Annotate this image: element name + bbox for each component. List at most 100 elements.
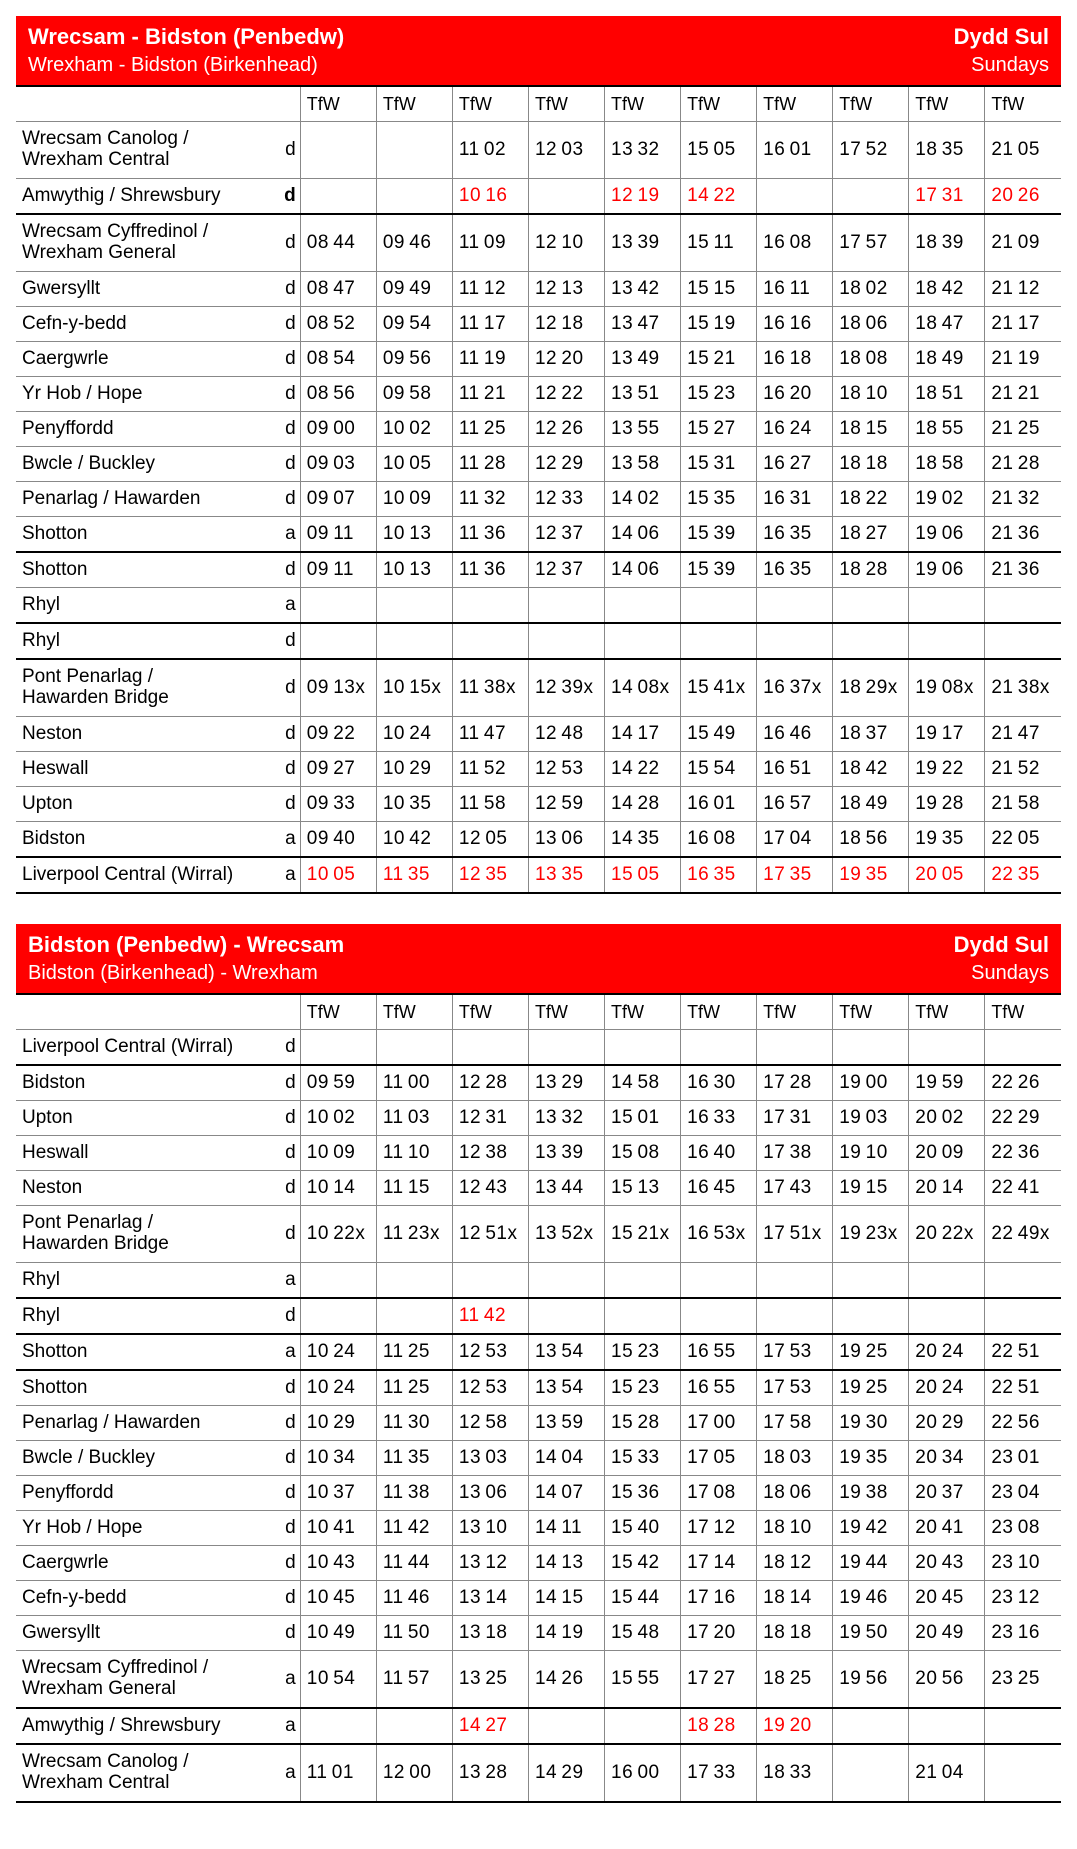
station-name: Penyffordd: [16, 412, 276, 447]
time-cell: 18 39: [909, 214, 985, 272]
time-cell: [757, 1263, 833, 1299]
time-cell: [909, 588, 985, 624]
time-cell: 13 51: [605, 377, 681, 412]
time-cell: 13 32: [605, 122, 681, 179]
time-cell: 19 22: [909, 752, 985, 787]
arrive-depart-indicator: d: [276, 482, 300, 517]
time-cell: [605, 1298, 681, 1334]
time-cell: 18 51: [909, 377, 985, 412]
time-cell: 18 56: [833, 822, 909, 858]
time-cell: [528, 1298, 604, 1334]
time-cell: [452, 623, 528, 659]
time-cell: 09 27: [300, 752, 376, 787]
station-name: Gwersyllt: [16, 1616, 276, 1651]
time-cell: 14 17: [605, 717, 681, 752]
time-cell: 17 35: [757, 857, 833, 893]
time-cell: 18 06: [833, 307, 909, 342]
schedule-table: TfWTfWTfWTfWTfWTfWTfWTfWTfWTfWWrecsam Ca…: [16, 85, 1061, 894]
time-cell: 14 29: [528, 1744, 604, 1802]
time-cell: [528, 623, 604, 659]
time-cell: 14 35: [605, 822, 681, 858]
time-cell: [605, 588, 681, 624]
time-cell: 13 10: [452, 1511, 528, 1546]
time-cell: 17 20: [681, 1616, 757, 1651]
time-cell: 15 41x: [681, 659, 757, 717]
time-cell: 11 42: [452, 1298, 528, 1334]
time-cell: 19 30: [833, 1406, 909, 1441]
time-cell: 18 15: [833, 412, 909, 447]
operator-header: TfW: [452, 994, 528, 1030]
time-cell: 21 19: [985, 342, 1061, 377]
time-cell: 11 38: [376, 1476, 452, 1511]
time-cell: 14 02: [605, 482, 681, 517]
operator-header: TfW: [985, 994, 1061, 1030]
time-cell: 12 03: [528, 122, 604, 179]
operator-header: TfW: [681, 86, 757, 122]
time-cell: 09 49: [376, 272, 452, 307]
arrive-depart-indicator: d: [276, 214, 300, 272]
arrive-depart-indicator: d: [276, 122, 300, 179]
time-cell: 10 05: [300, 857, 376, 893]
arrive-depart-indicator: d: [276, 1370, 300, 1406]
time-cell: 15 19: [681, 307, 757, 342]
time-cell: 13 59: [528, 1406, 604, 1441]
time-cell: 13 28: [452, 1744, 528, 1802]
time-cell: 16 08: [681, 822, 757, 858]
station-name: Shotton: [16, 1370, 276, 1406]
time-cell: 22 51: [985, 1334, 1061, 1370]
arrive-depart-indicator: a: [276, 857, 300, 893]
time-cell: 09 11: [300, 517, 376, 553]
time-cell: 22 56: [985, 1406, 1061, 1441]
time-cell: 20 34: [909, 1441, 985, 1476]
station-name: Wrecsam Canolog /Wrexham Central: [16, 122, 276, 179]
time-cell: 11 30: [376, 1406, 452, 1441]
route-title-en: Wrexham - Bidston (Birkenhead): [28, 54, 318, 77]
time-cell: 15 33: [605, 1441, 681, 1476]
station-name: Wrecsam Canolog /Wrexham Central: [16, 1744, 276, 1802]
time-cell: 14 07: [528, 1476, 604, 1511]
station-name: Rhyl: [16, 1263, 276, 1299]
time-cell: 09 58: [376, 377, 452, 412]
time-cell: 20 29: [909, 1406, 985, 1441]
time-cell: 19 56: [833, 1651, 909, 1709]
time-cell: 10 15x: [376, 659, 452, 717]
arrive-depart-indicator: d: [276, 307, 300, 342]
time-cell: 19 46: [833, 1581, 909, 1616]
time-cell: 15 23: [681, 377, 757, 412]
time-cell: [681, 623, 757, 659]
time-cell: 17 53: [757, 1370, 833, 1406]
time-cell: 10 13: [376, 552, 452, 588]
time-cell: 12 48: [528, 717, 604, 752]
station-name: Cefn-y-bedd: [16, 1581, 276, 1616]
time-cell: 18 35: [909, 122, 985, 179]
time-cell: 11 15: [376, 1171, 452, 1206]
time-cell: 14 22: [605, 752, 681, 787]
operator-header: TfW: [833, 86, 909, 122]
time-cell: 19 08x: [909, 659, 985, 717]
time-cell: 16 45: [681, 1171, 757, 1206]
time-cell: 12 13: [528, 272, 604, 307]
time-cell: 13 54: [528, 1334, 604, 1370]
operator-header: TfW: [757, 994, 833, 1030]
time-cell: [376, 179, 452, 215]
time-cell: [985, 623, 1061, 659]
time-cell: 19 35: [833, 1441, 909, 1476]
time-cell: 09 33: [300, 787, 376, 822]
time-cell: 12 29: [528, 447, 604, 482]
time-cell: 13 29: [528, 1065, 604, 1101]
time-cell: 20 45: [909, 1581, 985, 1616]
time-cell: 10 14: [300, 1171, 376, 1206]
time-cell: [605, 1030, 681, 1066]
time-cell: 18 12: [757, 1546, 833, 1581]
time-cell: 14 06: [605, 517, 681, 553]
time-cell: [909, 1298, 985, 1334]
arrive-depart-indicator: d: [276, 1546, 300, 1581]
time-cell: 15 42: [605, 1546, 681, 1581]
station-name: Shotton: [16, 552, 276, 588]
operator-header: TfW: [376, 994, 452, 1030]
time-cell: 19 02: [909, 482, 985, 517]
time-cell: 15 23: [605, 1334, 681, 1370]
route-title-cy: Wrecsam - Bidston (Penbedw): [28, 24, 344, 50]
time-cell: 15 55: [605, 1651, 681, 1709]
time-cell: 20 02: [909, 1101, 985, 1136]
